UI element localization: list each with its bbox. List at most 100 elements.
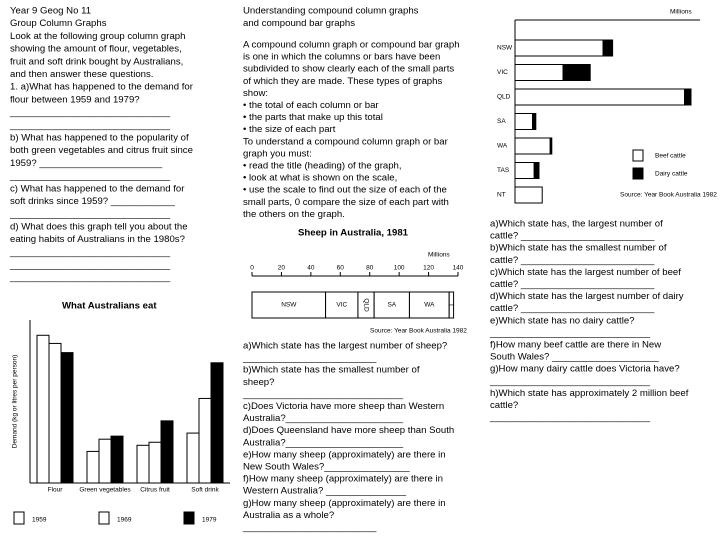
y-tick-label: NSW <box>497 45 513 52</box>
question-line: b)Which state has the smallest number of <box>490 243 667 254</box>
heading-line: Understanding compound column graphs <box>243 6 419 17</box>
unit-label: Millions <box>428 252 450 259</box>
text-line: show: <box>243 88 268 99</box>
question-line: Australia?______________________ <box>243 413 404 424</box>
text-line: fruit and soft drink bought by Australia… <box>10 56 183 67</box>
text-line: small parts, 0 compare the size of each … <box>243 197 449 208</box>
text-line: Group Column Graphs <box>10 18 107 29</box>
text-line: c) What has happened to the demand for <box>10 183 185 194</box>
y-tick-label: TAS <box>497 167 510 174</box>
text-line: both green vegetables and citrus fruit s… <box>10 145 193 156</box>
bar-segment <box>684 88 692 106</box>
text-line: ______________________________ <box>9 209 171 220</box>
question-line: a)Which state has the largest number of … <box>243 341 447 352</box>
segment-label: WA <box>424 302 435 309</box>
text-line: 1. a)What has happened to the demand for <box>10 82 194 93</box>
question-line: d)Which state has the largest number of … <box>490 291 684 302</box>
text-line: Look at the following group column graph <box>10 31 185 42</box>
text-line: ______________________________ <box>9 260 171 271</box>
bar-segment <box>514 113 534 130</box>
text-line: d) What does this graph tell you about t… <box>10 221 188 232</box>
bar <box>36 334 50 484</box>
bar <box>160 420 174 484</box>
bar-segment <box>562 64 591 81</box>
text-line: 1959? _______________________ <box>10 158 163 169</box>
bar <box>198 397 212 484</box>
question-line: ______________________________ <box>489 376 651 387</box>
text-line: and then answer these questions. <box>10 69 153 80</box>
y-axis-label: Demand (kg or litres per person) <box>12 355 19 449</box>
text-line: • the total of each column or bar <box>243 100 379 111</box>
bar <box>136 444 150 484</box>
bar-segment <box>514 137 551 155</box>
legend-label: Beef cattle <box>655 153 686 160</box>
text-line: showing the amount of flour, vegetables, <box>10 44 182 55</box>
text-line: the others on the graph. <box>243 209 345 220</box>
x-tick-label: 140 <box>453 265 464 272</box>
question-line: e)How many sheep (approximately) are the… <box>243 449 446 460</box>
legend-label: 1979 <box>202 517 217 524</box>
bar-segment <box>514 64 564 81</box>
x-tick-label: 0 <box>250 265 254 272</box>
segment-label: SA <box>387 302 396 309</box>
x-tick-label: Citrus fruit <box>140 487 170 494</box>
y-tick-label: VIC <box>497 69 508 76</box>
question-line: f)How many beef cattle are there in New <box>490 340 661 351</box>
legend-swatch <box>13 511 25 525</box>
question-line: Australia as a whole? <box>243 510 334 521</box>
question-line: c)Does Victoria have more sheep than Wes… <box>243 401 444 412</box>
text-line: • use the scale to find out the size of … <box>243 185 447 196</box>
question-line: ______________________________ <box>489 412 651 423</box>
question-line: Australia?______________________ <box>243 437 404 448</box>
text-line: ______________________________ <box>9 247 171 258</box>
segment-label: NSW <box>281 302 297 309</box>
text-line: graph you must: <box>243 148 312 159</box>
question-line: c)Which state has the largest number of … <box>490 267 681 278</box>
bar <box>48 342 62 484</box>
x-tick-label: 40 <box>307 265 315 272</box>
text-line: is one in which the columns or bars have… <box>243 52 440 63</box>
question-line: sheep? <box>243 377 274 388</box>
question-line: d)Does Queensland have more sheep than S… <box>243 425 454 436</box>
chart-title: Sheep in Australia, 1981 <box>298 228 409 239</box>
question-line: cattle? _________________________ <box>490 231 655 242</box>
text-line: subdivided to show clearly each of the s… <box>243 64 454 75</box>
segment-label: VIC <box>336 302 347 309</box>
text-line: flour between 1959 and 1979? <box>10 94 140 105</box>
x-tick-label: 100 <box>394 265 405 272</box>
text-line: • the parts that make up this total <box>243 112 383 123</box>
question-line: f)How many sheep (approximately) are the… <box>243 474 443 485</box>
question-line: Western Australia? _______________ <box>243 486 407 497</box>
text-line: b) What has happened to the popularity o… <box>10 133 189 144</box>
question-line: e)Which state has no dairy cattle? <box>490 315 635 326</box>
text-line: • read the title (heading) of the graph, <box>243 161 402 172</box>
bar <box>210 362 224 484</box>
bar <box>148 441 162 484</box>
x-tick-label: 120 <box>423 265 434 272</box>
text-line: soft drinks since 1959? ____________ <box>10 196 175 207</box>
segment-label: T <box>448 303 455 307</box>
question-line: cattle? _________________________ <box>490 279 655 290</box>
y-tick-label: WA <box>497 143 508 150</box>
text-line: A compound column graph or compound bar … <box>243 40 460 51</box>
question-line: ______________________________ <box>242 389 404 400</box>
question-line: South Wales? ____________________ <box>490 352 659 363</box>
question-line: ______________________________ <box>489 327 651 338</box>
text-line: eating habits of Australians in the 1980… <box>10 234 185 245</box>
bar <box>186 432 200 484</box>
bar-segment <box>514 186 543 204</box>
bar-segment <box>602 39 614 57</box>
bar-segment <box>448 291 455 319</box>
x-tick-label: Flour <box>48 487 64 494</box>
bar-segment <box>514 88 686 106</box>
legend-swatch <box>632 167 644 180</box>
legend-swatch <box>98 511 110 525</box>
bar <box>60 352 74 484</box>
source-note: Source: Year Book Australia 1982 <box>620 192 717 199</box>
x-tick-label: 20 <box>278 265 286 272</box>
x-tick-label: 80 <box>366 265 374 272</box>
text-line: To understand a compound column graph or… <box>243 136 449 147</box>
text-line: • the size of each part <box>243 124 336 135</box>
segment-label: QLD <box>362 298 369 312</box>
